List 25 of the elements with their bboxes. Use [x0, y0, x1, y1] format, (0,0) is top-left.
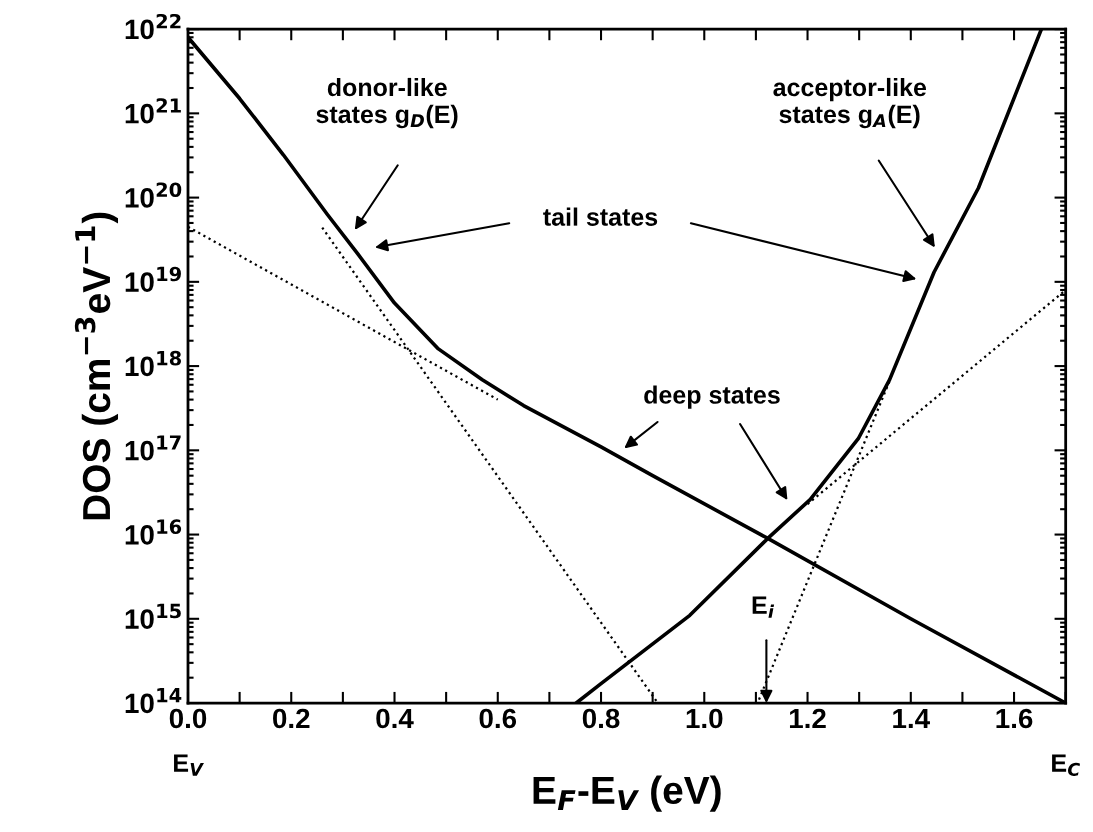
y-tick-label: 10$^{21}$	[125, 98, 181, 124]
x-tick-label: 0.4	[376, 708, 414, 729]
text: E$_{V}$	[174, 754, 204, 776]
x-tick-label: 0.2	[273, 708, 310, 729]
y-tick-label: 10$^{17}$	[125, 435, 181, 461]
y-axis-title: DOS (cm$^{−3}$eV$^{−1}$)	[74, 212, 119, 520]
y-tick-label: 10$^{15}$	[125, 603, 181, 629]
x-tick-label: 1.6	[996, 708, 1033, 729]
y-tick-label: 10$^{20}$	[125, 182, 182, 208]
annotation: deep states	[644, 385, 780, 409]
annotation: E$_{i}$	[752, 596, 775, 618]
y-tick-label: 10$^{22}$	[125, 13, 181, 40]
x-tick-label: 1.2	[789, 708, 826, 729]
annotation: acceptor-like states g$_{A}$(E)	[773, 77, 927, 129]
x-tick-label: 1.0	[686, 708, 723, 729]
x-tick-label: 0.6	[479, 708, 517, 729]
x-tick-label: 0.8	[582, 708, 620, 729]
x-axis-title: E$_{F}$-E$_{V}$ (eV)	[533, 775, 721, 812]
annotation: donor-like states g$_{D}$(E)	[316, 77, 458, 129]
x-tick-label: 1.4	[893, 708, 930, 729]
y-tick-label: 10$^{18}$	[125, 350, 181, 377]
y-tick-label: 10$^{16}$	[125, 519, 182, 545]
text: E$_{C}$	[1052, 754, 1081, 776]
y-tick-label: 10$^{19}$	[125, 266, 181, 292]
annotation: tail states	[543, 207, 658, 226]
